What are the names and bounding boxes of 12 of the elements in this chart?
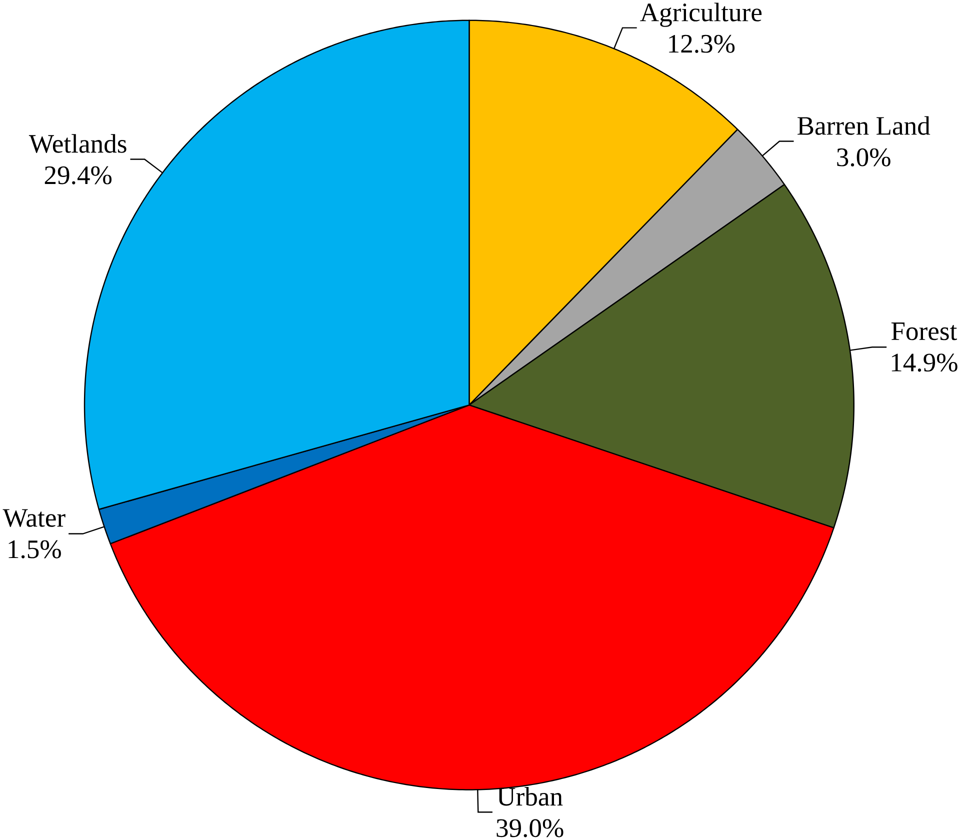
data-label: 14.9% [892, 354, 958, 372]
data-label: 29.4% [44, 166, 112, 184]
slice-label: Forest [891, 322, 958, 340]
slice-label: Wetlands [28, 134, 126, 154]
slice-label: Urban [497, 787, 563, 806]
data-label: 12.3% [669, 34, 735, 53]
slice-label: Agriculture [640, 2, 762, 27]
data-label: 39.0% [496, 819, 564, 838]
data-label: 3.0% [837, 148, 890, 166]
slice-label: Barren Land [798, 116, 930, 135]
data-label: 1.5% [8, 540, 61, 558]
slice-label: Water [2, 509, 66, 528]
